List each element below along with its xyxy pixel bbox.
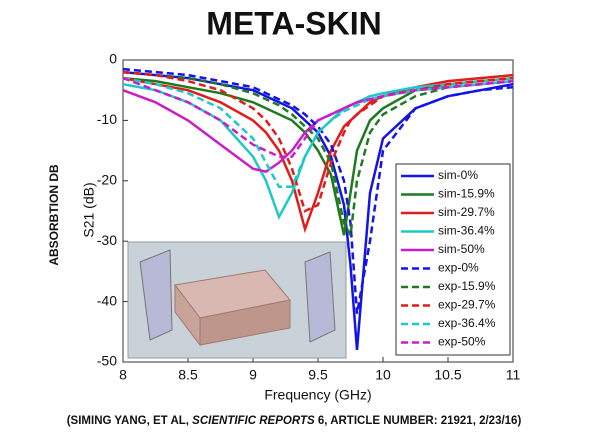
x-axis-label: Frequency (GHz) [264,387,371,403]
y-tick-label: 0 [109,51,117,67]
citation-prefix: (SIMING YANG, ET AL, [67,415,192,427]
x-tick-label: 10 [375,367,391,383]
slide-title: META-SKIN [206,5,381,41]
horn-right [305,252,335,342]
y-tick-label: -40 [97,292,117,308]
legend-label: sim-15.9% [438,187,495,201]
y-tick-label: -30 [97,232,117,248]
slide: META-SKIN ABSORBTION DB S21 (dB) Frequen… [0,0,589,433]
legend-label: exp-36.4% [438,316,496,330]
legend-label: sim-0% [438,168,478,182]
citation: (SIMING YANG, ET AL, SCIENTIFIC REPORTS … [67,415,522,427]
citation-suffix: 6, ARTICLE NUMBER: 21921, 2/23/16) [315,415,522,427]
legend-label: sim-50% [438,242,485,256]
y-tick-label: -20 [97,172,117,188]
legend-label: sim-29.7% [438,205,495,219]
x-tick-label: 8 [119,367,127,383]
x-tick-label: 11 [506,367,521,383]
x-tick-label: 8.5 [178,367,198,383]
page-y-label: ABSORBTION DB [47,164,61,266]
legend-label: exp-50% [438,335,486,349]
legend-label: exp-29.7% [438,298,496,312]
x-tick-label: 9 [249,367,257,383]
y-tick-label: -50 [97,353,117,369]
legend-label: sim-36.4% [438,224,495,238]
x-tick-label: 9.5 [308,367,328,383]
inset-image [128,242,346,358]
y-axis-label: S21 (dB) [81,182,97,237]
legend-label: exp-15.9% [438,279,496,293]
legend: sim-0% sim-15.9% sim-29.7% sim-36.4% sim-50%… [396,164,510,355]
legend-label: exp-0% [438,261,479,275]
citation-journal: SCIENTIFIC REPORTS [192,415,315,427]
y-tick-label: -10 [97,111,117,127]
x-tick-label: 10.5 [434,367,461,383]
